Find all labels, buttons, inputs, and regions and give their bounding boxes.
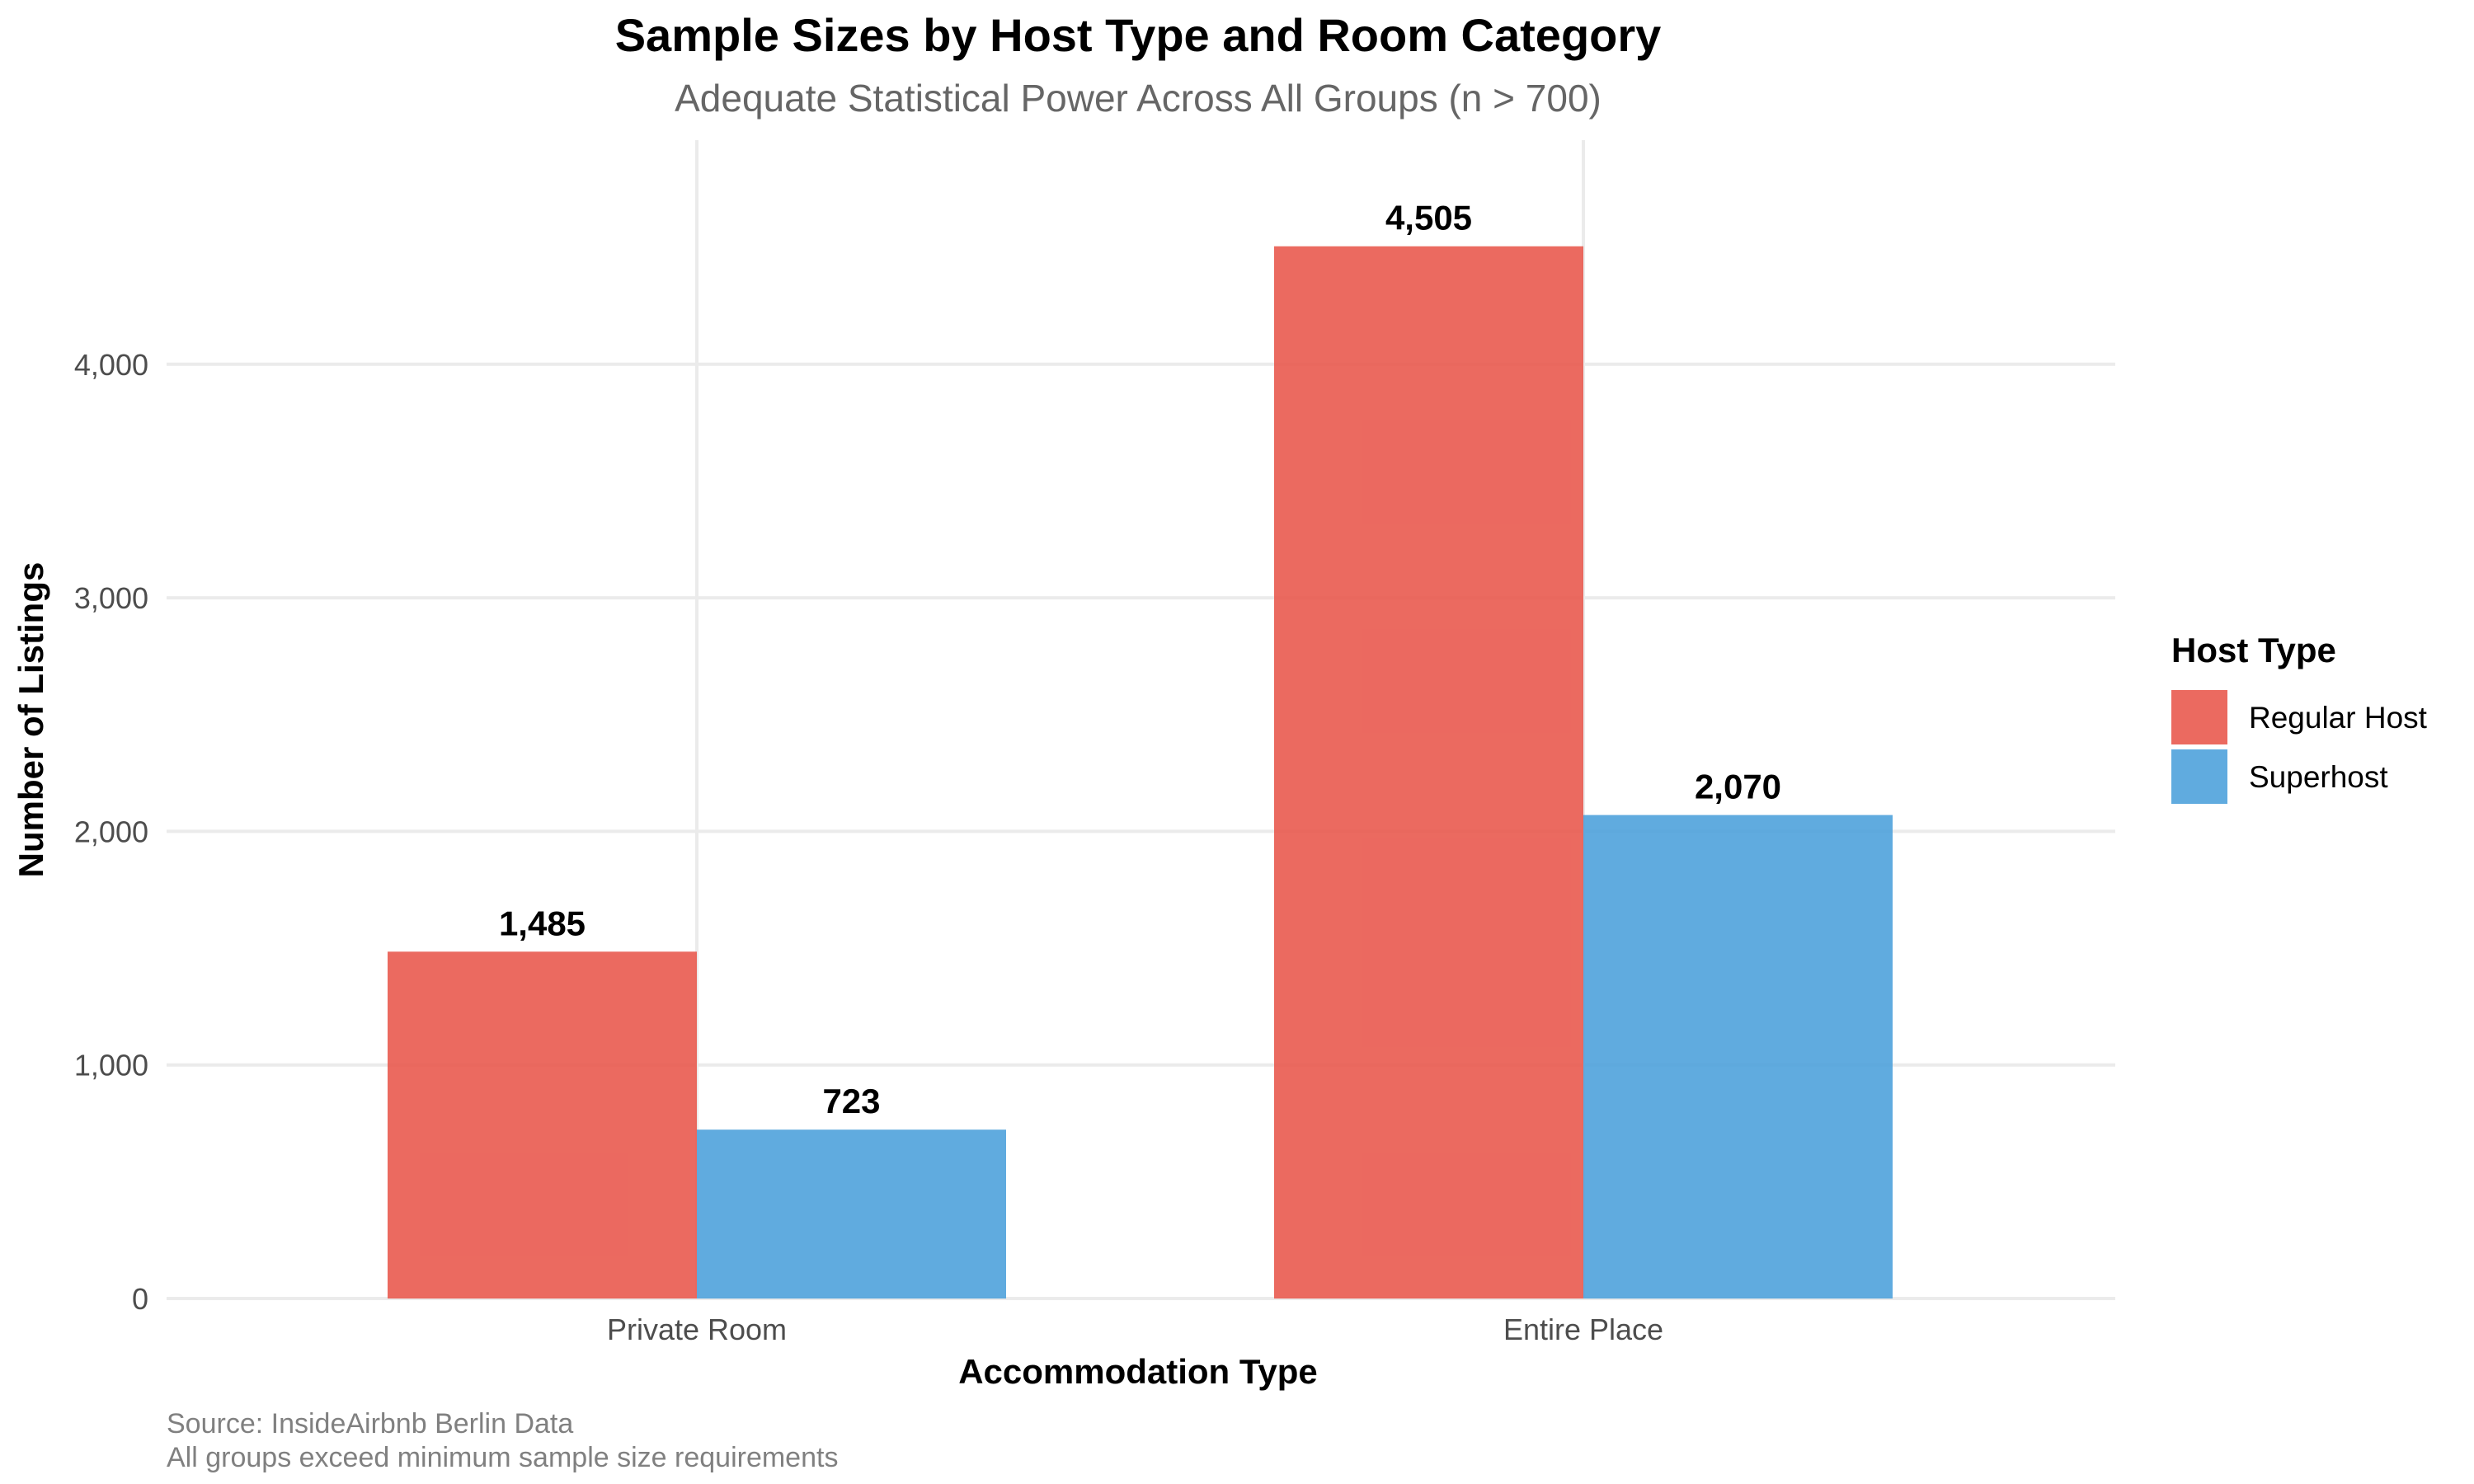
- caption-note: All groups exceed minimum sample size re…: [167, 1442, 838, 1473]
- x-tick-label: Entire Place: [1503, 1313, 1663, 1346]
- y-axis-title: Number of Listings: [12, 562, 50, 878]
- x-axis-title: Accommodation Type: [958, 1352, 1318, 1391]
- y-tick-label: 3,000: [74, 581, 148, 615]
- bar-superhost: [1583, 815, 1893, 1298]
- bar-value-label: 1,485: [499, 904, 586, 942]
- bar-regular-host: [1274, 246, 1583, 1298]
- y-axis-ticks: 0 1,000 2,000 3,000 4,000: [74, 348, 148, 1316]
- bar-superhost: [697, 1129, 1006, 1298]
- bar-value-label: 4,505: [1385, 199, 1472, 237]
- y-tick-label: 0: [132, 1282, 148, 1316]
- legend-key-superhost: [2171, 749, 2227, 804]
- legend-label: Superhost: [2249, 760, 2388, 794]
- y-tick-label: 4,000: [74, 348, 148, 382]
- y-tick-label: 2,000: [74, 815, 148, 848]
- bar-value-label: 2,070: [1695, 768, 1781, 806]
- legend-key-regular-host: [2171, 690, 2227, 744]
- legend: Host Type Regular Host Superhost: [2171, 631, 2428, 804]
- chart-subtitle: Adequate Statistical Power Across All Gr…: [675, 77, 1602, 120]
- caption-source: Source: InsideAirbnb Berlin Data: [167, 1408, 573, 1439]
- bar-value-label: 723: [822, 1082, 880, 1120]
- bars: 1,485 723 4,505 2,070: [388, 199, 1893, 1298]
- x-axis-ticks: Private Room Entire Place: [607, 1313, 1663, 1346]
- legend-label: Regular Host: [2249, 701, 2428, 735]
- y-tick-label: 1,000: [74, 1049, 148, 1082]
- x-tick-label: Private Room: [607, 1313, 787, 1346]
- legend-title: Host Type: [2171, 631, 2336, 669]
- chart-title: Sample Sizes by Host Type and Room Categ…: [615, 9, 1662, 61]
- bar-regular-host: [388, 951, 697, 1298]
